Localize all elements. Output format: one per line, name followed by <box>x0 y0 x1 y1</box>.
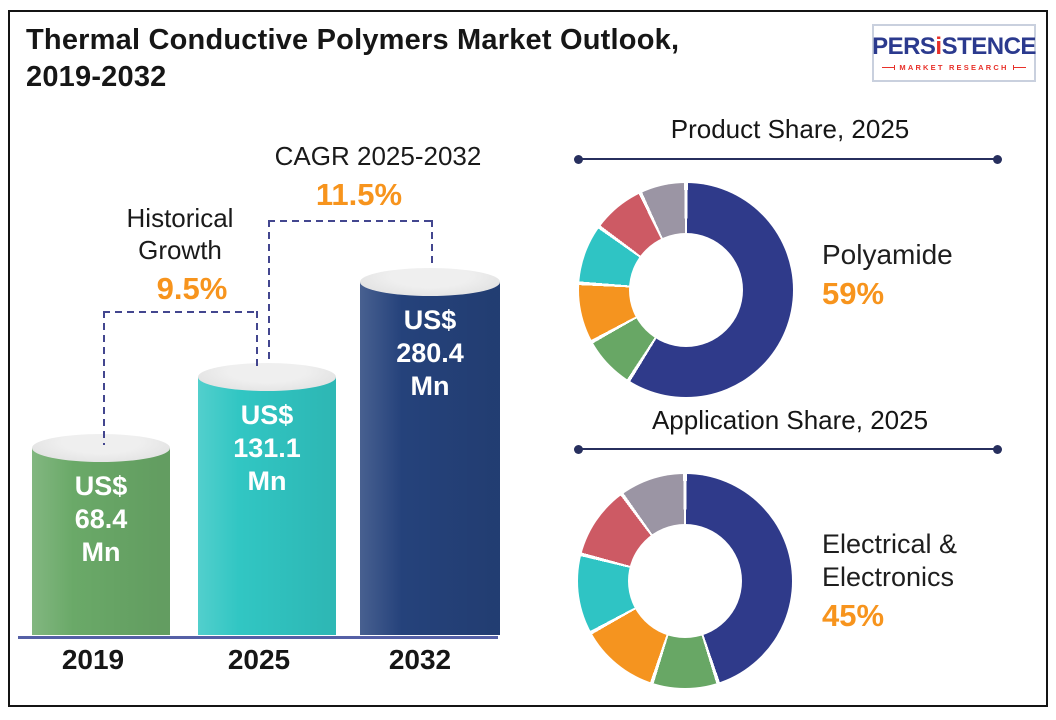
bar-2025-label-line1: US$ <box>240 400 294 430</box>
bar-2032-value-label: US$ 280.4 Mn <box>360 282 500 403</box>
bar-2025-top-ellipse <box>198 363 336 391</box>
page-title: Thermal Conductive Polymers Market Outlo… <box>26 22 826 96</box>
bar-2025-label-line2: 131.1 <box>233 433 301 463</box>
bar-2019-label-line1: US$ <box>74 471 128 501</box>
application-share-title: Application Share, 2025 <box>651 405 929 435</box>
cagr-bracket-left-drop <box>268 220 270 363</box>
x-tick-2032: 2032 <box>388 644 452 675</box>
application-share-divider <box>574 444 1002 454</box>
bar-2025-cylinder: US$ 131.1 Mn <box>198 363 336 635</box>
bar-2019: US$ 68.4 Mn <box>32 434 170 635</box>
cagr-annotation-value: 11.5% <box>315 177 403 212</box>
bar-2032: US$ 280.4 Mn <box>360 268 500 635</box>
historical-bracket-left-drop <box>103 311 105 445</box>
bar-2019-top-ellipse <box>32 434 170 462</box>
product-share-donut-hole <box>629 233 743 347</box>
logo-text-i: i <box>935 32 942 60</box>
bar-2032-label-line1: US$ <box>403 305 457 335</box>
product-share-highlight-value: 59% <box>822 276 885 312</box>
product-share-highlight: Polyamide 59% <box>822 238 1037 312</box>
historical-bracket-line <box>103 311 256 313</box>
application-share-donut <box>578 474 792 688</box>
bar-2032-cylinder: US$ 280.4 Mn <box>360 268 500 635</box>
brand-logo-subtitle: MARKET RESEARCH <box>899 62 1009 72</box>
page-title-line1: Thermal Conductive Polymers Market Outlo… <box>26 24 680 56</box>
logo-rule-left <box>882 64 896 70</box>
application-share-highlight-value: 45% <box>822 597 885 633</box>
product-share-highlight-name: Polyamide <box>822 239 953 270</box>
bar-2019-value-label: US$ 68.4 Mn <box>32 448 170 569</box>
brand-logo: PERSiSTENCE MARKET RESEARCH <box>872 24 1036 82</box>
logo-text-post: STENCE <box>941 32 1037 60</box>
logo-rule-right <box>1012 64 1027 70</box>
x-tick-2019: 2019 <box>61 644 125 675</box>
product-share-donut <box>579 183 793 397</box>
bar-2032-top-ellipse <box>360 268 500 296</box>
bar-2019-cylinder: US$ 68.4 Mn <box>32 434 170 635</box>
application-share-donut-hole <box>628 524 742 638</box>
brand-logo-wordmark: PERSiSTENCE <box>872 32 1037 60</box>
product-share-title: Product Share, 2025 <box>670 114 910 144</box>
cagr-annotation-label: CAGR 2025-2032 <box>274 141 482 171</box>
bar-2032-label-line2: 280.4 <box>396 338 464 368</box>
historical-bracket-right-drop <box>256 311 258 370</box>
historical-growth-label: Historical Growth <box>126 203 234 265</box>
bar-2019-label-line3: Mn <box>81 537 121 567</box>
bar-2025: US$ 131.1 Mn <box>198 363 336 635</box>
application-share-highlight: Electrical & Electronics 45% <box>822 528 1022 634</box>
x-axis-line <box>18 636 498 639</box>
bar-2019-label-line2: 68.4 <box>74 504 128 534</box>
bar-2032-label-line3: Mn <box>410 371 450 401</box>
product-share-divider <box>574 154 1002 164</box>
page-title-line2: 2019-2032 <box>26 61 167 94</box>
logo-text-pre: PERS <box>872 32 936 60</box>
brand-logo-subtitle-row: MARKET RESEARCH <box>882 62 1027 72</box>
cagr-bracket-right-drop <box>431 220 433 268</box>
x-tick-2025: 2025 <box>227 644 291 675</box>
application-share-highlight-name: Electrical & Electronics <box>822 529 958 592</box>
bar-2025-value-label: US$ 131.1 Mn <box>198 377 336 498</box>
historical-growth-value: 9.5% <box>156 271 228 306</box>
bar-2025-label-line3: Mn <box>247 466 287 496</box>
cagr-bracket-line <box>268 220 431 222</box>
